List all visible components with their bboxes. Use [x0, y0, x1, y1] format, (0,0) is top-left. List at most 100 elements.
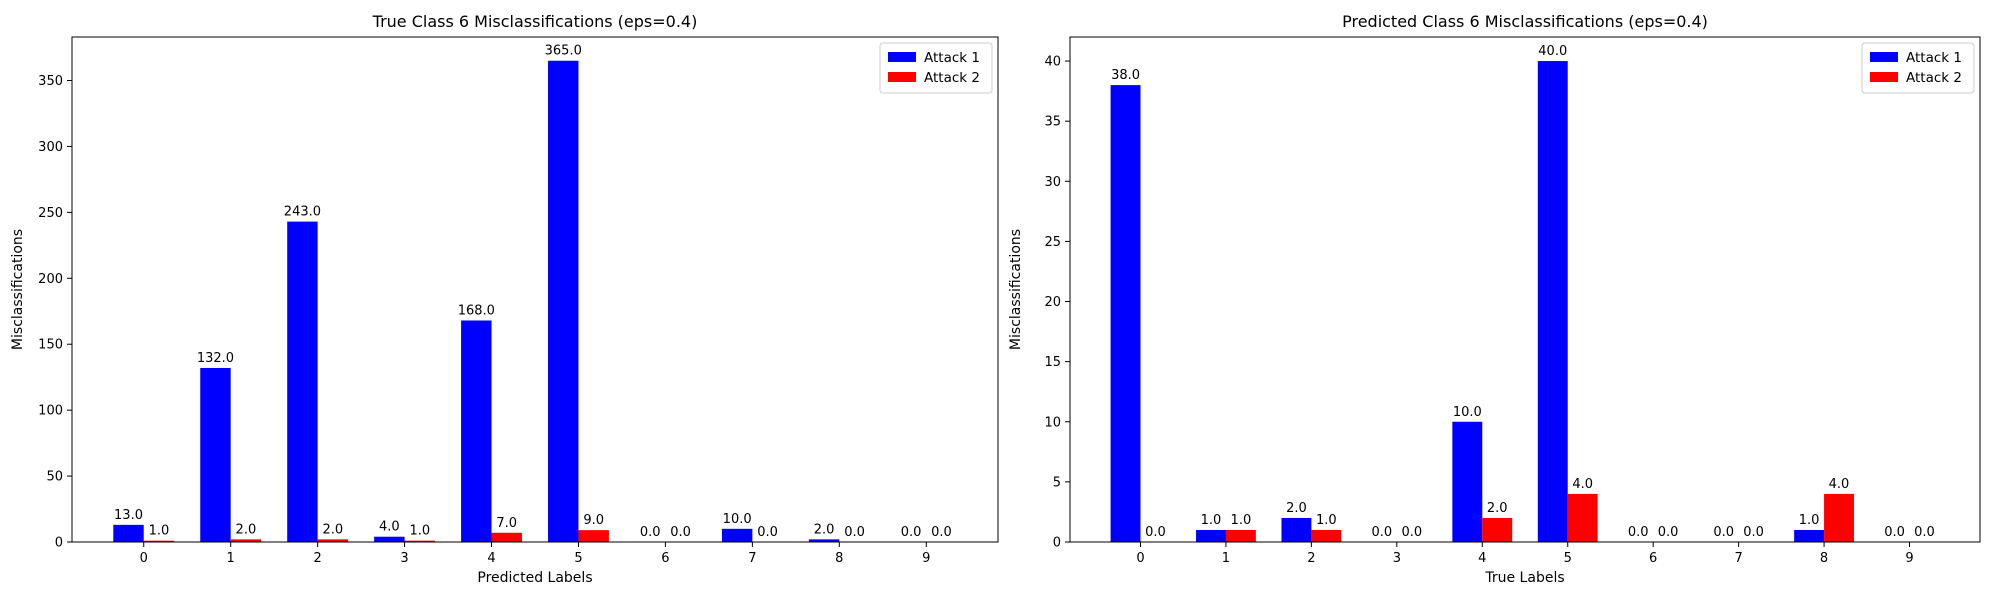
legend-label: Attack 2: [924, 70, 980, 86]
data-label: 0.0: [1884, 525, 1905, 540]
y-tick-label: 0: [1053, 536, 1061, 551]
data-label: 2.0: [814, 522, 835, 537]
data-label: 10.0: [723, 512, 752, 527]
y-axis-label: Misclassifications: [1008, 229, 1024, 350]
data-label: 0.0: [1658, 525, 1679, 540]
axes-frame: [1069, 36, 1981, 543]
y-tick-label: 350: [38, 74, 63, 89]
data-label: 1.0: [1316, 513, 1337, 528]
chart-title: True Class 6 Misclassifications (eps=0.4…: [372, 12, 698, 31]
y-tick-label: 50: [46, 470, 63, 485]
bar: [721, 528, 753, 542]
series-attack-1: 13.0 132.0 243.0 4.0 168.0 365.0 0.0 10.0 2.0 0.0: [113, 44, 922, 543]
chart-true-class-6: True Class 6 Misclassifications (eps=0.4…: [10, 12, 999, 586]
data-label: 40.0: [1538, 44, 1567, 59]
x-axis-label: True Labels: [1484, 570, 1564, 586]
data-label: 0.0: [931, 525, 952, 540]
data-label: 4.0: [379, 520, 400, 535]
legend-swatch: [1870, 52, 1898, 62]
data-label: 168.0: [458, 303, 495, 318]
data-label: 1.0: [149, 524, 170, 539]
bar: [287, 221, 318, 542]
bar: [113, 524, 144, 542]
x-tick-label: 3: [1393, 551, 1401, 566]
series-attack-2: 0.0 1.0 1.0 0.0 2.0 4.0 0.0 0.0 4.0 0.0: [1145, 477, 1935, 542]
y-tick-label: 100: [38, 404, 63, 419]
bar: [1482, 517, 1513, 542]
bar: [1794, 529, 1825, 542]
x-tick-label: 8: [1820, 551, 1828, 566]
data-label: 0.0: [1145, 525, 1166, 540]
bar: [1225, 529, 1256, 542]
bar: [1311, 529, 1342, 542]
chart-title: Predicted Class 6 Misclassifications (ep…: [1342, 12, 1708, 31]
axes-frame: [71, 36, 999, 543]
data-label: 9.0: [583, 513, 604, 528]
y-tick-label: 35: [1044, 115, 1061, 130]
legend: Attack 1 Attack 2: [1861, 42, 1975, 94]
data-label: 4.0: [1829, 477, 1850, 492]
x-tick-label: 8: [835, 551, 843, 566]
x-tick-label: 9: [922, 551, 930, 566]
bar: [200, 367, 231, 542]
bar: [1824, 493, 1854, 542]
data-label: 0.0: [1628, 525, 1649, 540]
data-label: 0.0: [757, 525, 778, 540]
data-label: 1.0: [1201, 513, 1222, 528]
x-tick-label: 4: [487, 551, 495, 566]
data-label: 132.0: [197, 351, 234, 366]
data-label: 2.0: [1487, 501, 1508, 516]
y-tick-label: 15: [1044, 355, 1061, 370]
data-label: 1.0: [1231, 513, 1252, 528]
x-tick-label: 1: [1222, 551, 1230, 566]
x-tick-label: 6: [1649, 551, 1657, 566]
legend-swatch: [888, 52, 916, 62]
y-tick-label: 40: [1044, 55, 1061, 70]
data-label: 0.0: [844, 525, 865, 540]
bar: [548, 60, 579, 543]
data-label: 1.0: [409, 524, 430, 539]
bar: [317, 539, 349, 542]
bar: [404, 540, 436, 542]
bar: [1110, 85, 1141, 542]
data-label: 0.0: [670, 525, 691, 540]
data-label: 0.0: [1914, 525, 1935, 540]
data-label: 38.0: [1111, 68, 1140, 83]
bar: [1196, 529, 1226, 542]
legend-label: Attack 1: [924, 50, 980, 66]
y-tick-label: 5: [1053, 475, 1061, 490]
y-tick-label: 250: [38, 206, 63, 221]
bar: [230, 539, 262, 542]
x-tick-label: 7: [748, 551, 756, 566]
data-label: 1.0: [1799, 513, 1820, 528]
bar: [374, 536, 405, 542]
legend-swatch: [888, 72, 916, 82]
series-attack-1: 38.0 1.0 2.0 0.0 10.0 40.0 0.0 0.0 1.0 0.0: [1110, 44, 1905, 543]
chart-predicted-class-6: Predicted Class 6 Misclassifications (ep…: [1008, 12, 1981, 586]
legend-label: Attack 1: [1906, 50, 1962, 66]
bar: [1281, 517, 1312, 542]
bar: [578, 530, 609, 542]
x-tick-label: 7: [1734, 551, 1742, 566]
y-tick-label: 20: [1044, 295, 1061, 310]
legend-label: Attack 2: [1906, 70, 1962, 86]
x-tick-label: 2: [313, 551, 321, 566]
x-tick-label: 4: [1478, 551, 1486, 566]
x-tick-label: 6: [661, 551, 669, 566]
data-label: 2.0: [1286, 501, 1307, 516]
data-label: 2.0: [236, 522, 257, 537]
data-label: 0.0: [1401, 525, 1422, 540]
y-tick-label: 10: [1044, 415, 1061, 430]
bar: [1567, 493, 1598, 542]
data-label: 0.0: [1713, 525, 1734, 540]
data-label: 0.0: [901, 525, 922, 540]
y-tick-label: 25: [1044, 235, 1061, 250]
x-tick-label: 5: [574, 551, 582, 566]
series-attack-2: 1.0 2.0 2.0 1.0 7.0 9.0 0.0 0.0 0.0 0.0: [143, 513, 952, 542]
legend-swatch: [1870, 72, 1898, 82]
bar: [1537, 61, 1568, 543]
bar: [808, 539, 840, 542]
data-label: 7.0: [496, 516, 517, 531]
y-tick-label: 200: [38, 272, 63, 287]
